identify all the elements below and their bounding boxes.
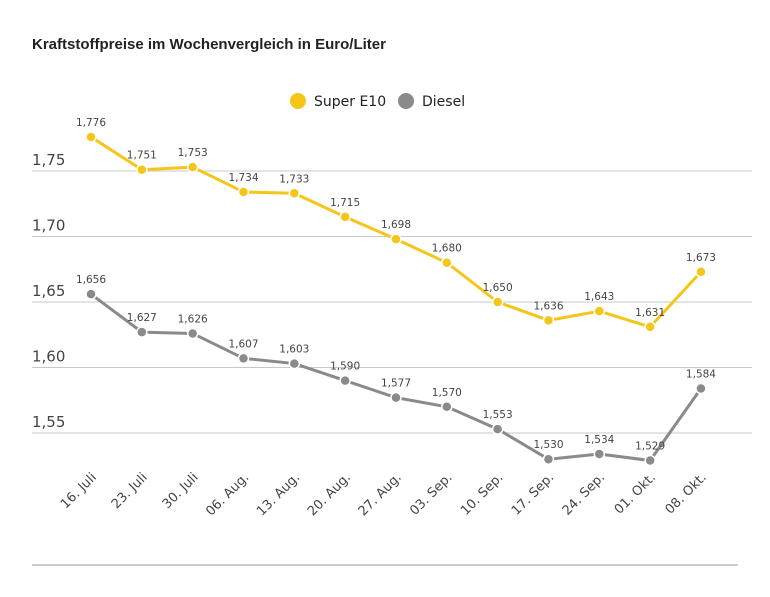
- data-label: 1,553: [483, 409, 513, 421]
- data-point: [441, 401, 453, 413]
- data-point: [644, 454, 656, 467]
- data-point: [186, 161, 199, 173]
- data-label: 1,636: [533, 300, 563, 312]
- legend-marker-icon: [290, 93, 306, 109]
- data-point: [339, 211, 351, 223]
- data-point: [339, 374, 351, 387]
- x-tick-label: 01. Okt.: [612, 470, 659, 517]
- x-tick-label: 23. Juli: [109, 470, 151, 512]
- y-tick-label: 1,60: [32, 348, 65, 366]
- data-label: 1,715: [330, 197, 360, 209]
- x-tick-label: 20. Aug.: [305, 470, 354, 519]
- data-label: 1,577: [381, 378, 411, 390]
- data-label: 1,776: [76, 117, 106, 129]
- data-label: 1,733: [279, 173, 309, 185]
- data-point: [186, 327, 199, 340]
- chart-title: Kraftstoffpreise im Wochenvergleich in E…: [32, 36, 386, 53]
- data-label: 1,673: [686, 252, 716, 264]
- data-point: [136, 163, 148, 176]
- data-point: [237, 186, 250, 198]
- data-point: [542, 314, 555, 327]
- data-point: [85, 288, 97, 300]
- data-label: 1,631: [635, 307, 665, 319]
- data-point: [695, 266, 707, 278]
- data-point: [593, 448, 606, 460]
- data-point: [695, 382, 707, 395]
- data-label: 1,680: [432, 243, 462, 255]
- data-point: [390, 391, 402, 404]
- x-tick-label: 30. Juli: [160, 470, 202, 512]
- x-tick-label: 10. Sep.: [458, 470, 506, 518]
- data-point: [542, 453, 555, 465]
- legend-label: Diesel: [422, 94, 465, 110]
- data-label: 1,656: [76, 274, 106, 286]
- x-tick-label: 17. Sep.: [509, 470, 557, 518]
- data-point: [644, 321, 656, 333]
- data-point: [491, 296, 504, 308]
- data-label: 1,627: [127, 312, 157, 324]
- x-tick-label: 24. Sep.: [560, 470, 608, 518]
- y-tick-label: 1,70: [32, 217, 65, 235]
- y-tick-label: 1,75: [32, 151, 65, 169]
- data-label: 1,751: [127, 150, 157, 162]
- legend-label: Super E10: [314, 94, 386, 110]
- data-label: 1,530: [533, 439, 563, 451]
- x-tick-label: 16. Juli: [58, 470, 100, 512]
- data-point: [288, 187, 301, 200]
- x-tick-label: 13. Aug.: [254, 470, 303, 519]
- y-tick-label: 1,65: [32, 282, 65, 300]
- data-point: [491, 423, 504, 435]
- data-point: [237, 352, 250, 365]
- data-label: 1,626: [178, 313, 208, 325]
- data-label: 1,570: [432, 387, 462, 399]
- legend-marker-icon: [398, 93, 414, 109]
- data-label: 1,603: [279, 344, 309, 356]
- data-point: [136, 326, 148, 338]
- data-label: 1,643: [584, 291, 614, 303]
- data-point: [85, 131, 97, 143]
- data-label: 1,529: [635, 441, 665, 453]
- data-point: [593, 305, 606, 317]
- data-label: 1,734: [228, 172, 258, 184]
- x-tick-label: 27. Aug.: [356, 470, 405, 519]
- x-tick-label: 03. Sep.: [407, 470, 455, 518]
- data-label: 1,650: [483, 282, 513, 294]
- data-label: 1,698: [381, 219, 411, 231]
- x-tick-label: 08. Okt.: [663, 470, 710, 517]
- data-label: 1,590: [330, 361, 360, 373]
- y-tick-label: 1,55: [32, 413, 65, 431]
- data-point: [390, 233, 402, 245]
- data-label: 1,584: [686, 368, 716, 380]
- data-label: 1,534: [584, 434, 614, 446]
- x-tick-label: 06. Aug.: [203, 470, 252, 519]
- data-label: 1,607: [228, 338, 258, 350]
- data-point: [441, 256, 453, 269]
- data-label: 1,753: [178, 147, 208, 159]
- data-point: [288, 357, 301, 370]
